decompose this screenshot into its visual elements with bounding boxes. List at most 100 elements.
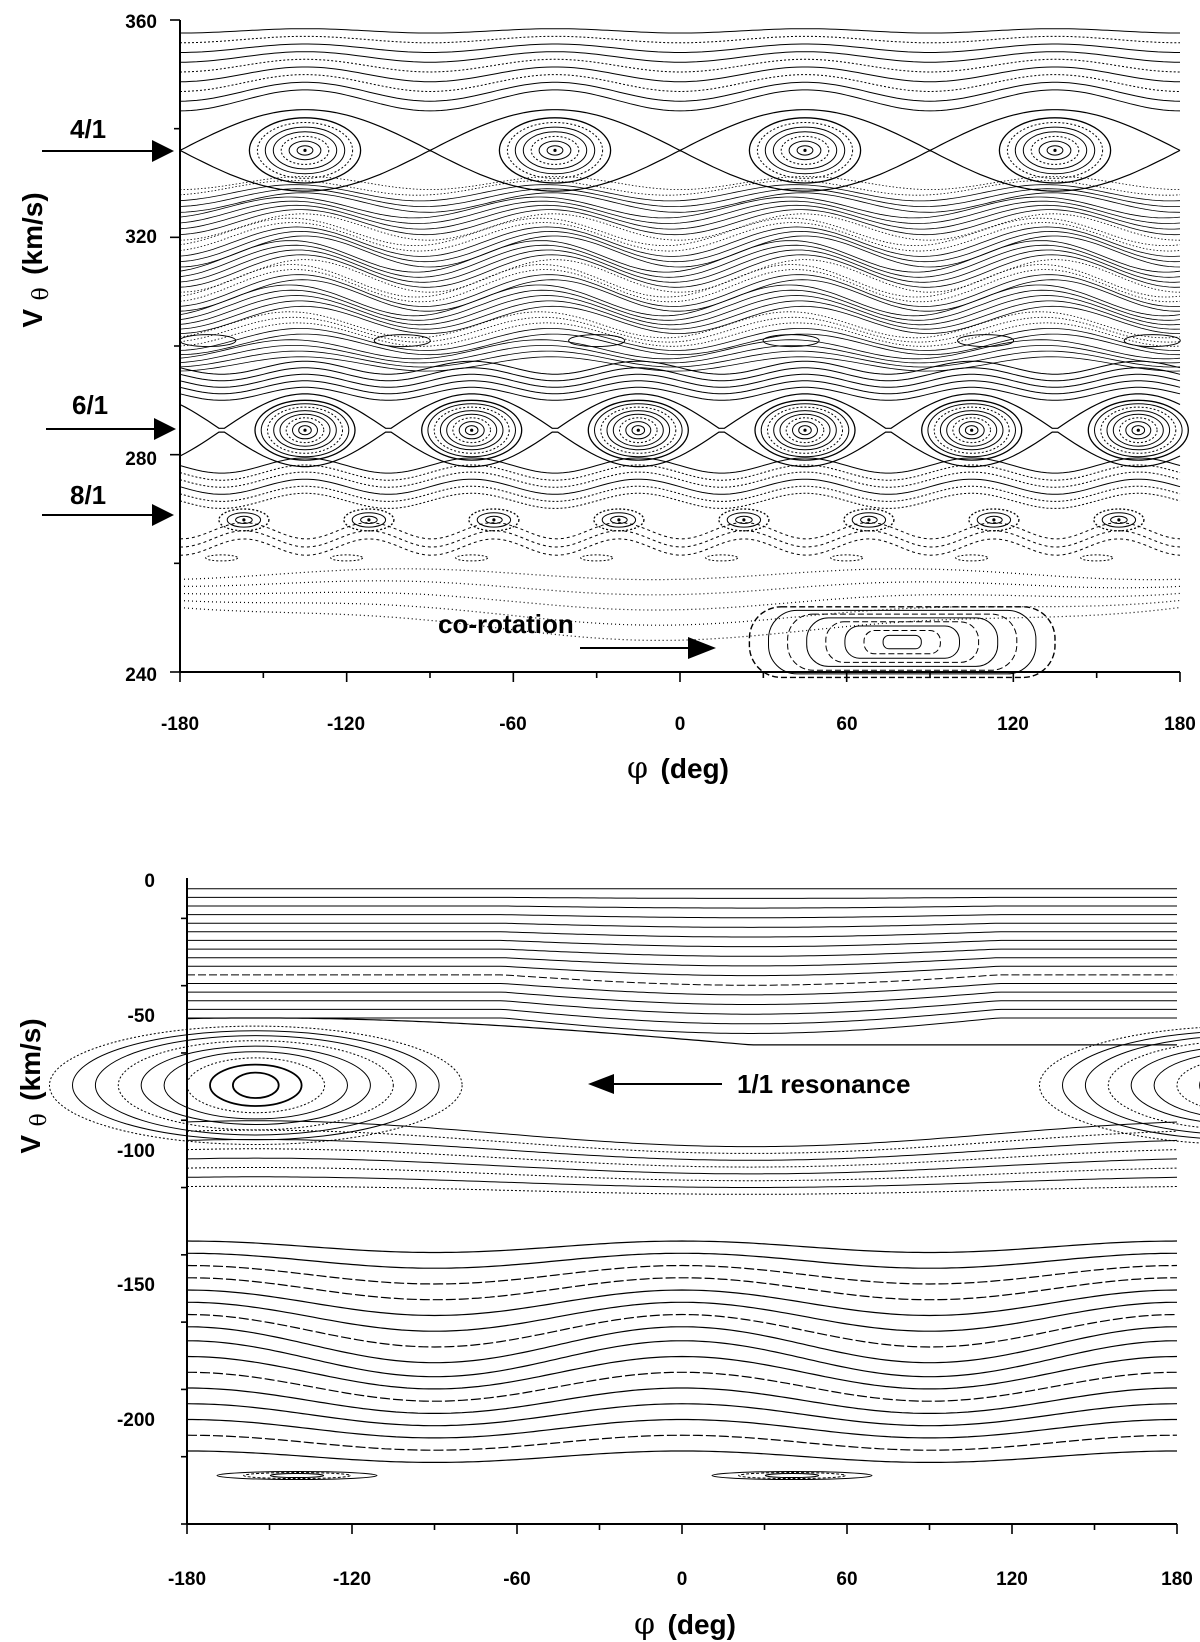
upper-separatrix-4-1 <box>179 149 1181 192</box>
upper-xtick-label: 180 <box>1164 714 1196 735</box>
lower-1-1-island-orbit <box>209 1063 303 1107</box>
lower-bottom-island <box>764 1473 820 1479</box>
upper-chaotic-orbit <box>179 188 1181 208</box>
upper-8-1-island-orbit <box>1093 508 1145 532</box>
upper-4-1-island-orbit <box>788 140 822 161</box>
upper-chaotic-sea <box>179 607 1181 641</box>
upper-small-island <box>568 334 626 348</box>
arrow-co-rotation <box>580 637 716 659</box>
upper-chaotic-orbit <box>179 316 1181 343</box>
lower-xtick-label: 0 <box>677 1569 688 1590</box>
lower-1-1-island-orbit <box>1176 1064 1200 1107</box>
upper-chaotic-orbit <box>179 254 1181 288</box>
upper-4-1-island-orbit <box>264 126 346 175</box>
upper-chaotic-sea <box>179 599 1181 626</box>
upper-panel-axes <box>170 19 1181 682</box>
upper-chaotic-orbit <box>179 180 1181 196</box>
upper-8-1-island-orbit <box>985 515 1003 525</box>
upper-4-1-island-orbit <box>272 131 338 170</box>
upper-small-island <box>830 554 864 562</box>
upper-separatrix-6-1 <box>179 431 1181 468</box>
upper-4-1-island-orbit <box>998 117 1112 184</box>
lower-rotational-orbit <box>187 896 1177 899</box>
upper-small-island <box>330 554 364 562</box>
upper-4-1-island-orbit <box>772 131 838 170</box>
upper-xtick-label: 120 <box>997 714 1029 735</box>
upper-6-1-island-orbit <box>1131 425 1146 436</box>
lower-1-1-island-orbit <box>1084 1037 1200 1134</box>
upper-6-1-island-orbit <box>273 410 337 451</box>
upper-8-1-island-orbit <box>360 515 378 525</box>
upper-chaotic-orbit <box>179 322 1181 347</box>
upper-rotational-orbit <box>179 457 1181 474</box>
upper-6-1-island-orbit <box>1125 421 1152 440</box>
annotation-co-rotation: co-rotation <box>438 609 574 639</box>
upper-6-1-island-orbit <box>606 410 671 451</box>
upper-6-1-island-orbit <box>631 425 646 436</box>
upper-8-1-island-orbit <box>485 515 503 525</box>
upper-4-1-island-orbit <box>780 135 830 165</box>
lower-rotational-orbit <box>187 1418 1177 1439</box>
upper-8-1-island-orbit <box>610 515 628 525</box>
arrow-4-1 <box>42 140 174 162</box>
lower-rotational-orbit <box>187 948 1177 957</box>
lower-xtick-label: -60 <box>503 1569 530 1590</box>
lower-rotational-orbit <box>186 1355 1178 1390</box>
upper-chaotic-orbit <box>179 230 1181 263</box>
upper-4-1-island-orbit <box>256 121 354 179</box>
upper-rotational-orbit <box>179 373 1181 388</box>
lower-1-1-island-orbit <box>1130 1048 1200 1122</box>
upper-chaotic-orbit <box>179 328 1181 351</box>
upper-4-1-island-center <box>803 148 807 152</box>
upper-ytick-label: 320 <box>125 227 157 248</box>
upper-6-1-island-center <box>1136 428 1140 432</box>
upper-8-1-island-orbit <box>1101 512 1137 528</box>
upper-6-1-island-orbit <box>933 406 1010 454</box>
lower-rotational-orbit <box>187 939 1177 948</box>
upper-6-1-island-orbit <box>587 399 689 461</box>
upper-6-1-island-orbit <box>754 399 856 461</box>
upper-8-1-island-orbit <box>735 515 753 525</box>
upper-4-1-island-center <box>553 148 557 152</box>
upper-rotational-orbit <box>179 360 1181 375</box>
upper-rotational-orbit <box>179 522 1181 540</box>
upper-chaotic-sea <box>180 580 1181 596</box>
lower-rotational-orbit <box>186 1129 1178 1154</box>
upper-4-1-island-orbit <box>280 135 330 165</box>
upper-separatrix-4-1 <box>179 109 1181 152</box>
upper-ytick-label: 360 <box>125 12 157 33</box>
upper-4-1-island-orbit <box>522 131 588 170</box>
upper-chaotic-orbit <box>179 240 1181 273</box>
upper-6-1-island-orbit <box>260 403 350 458</box>
lower-1-1-island-orbit <box>94 1035 417 1136</box>
lower-1-1-island-orbit <box>49 1025 463 1146</box>
upper-chaotic-orbit <box>179 222 1181 252</box>
lower-separatrix-upper <box>186 1017 1177 1046</box>
upper-chaotic-orbit <box>179 196 1181 219</box>
upper-8-1-island-orbit <box>351 512 387 528</box>
lower-1-1-island-orbit <box>1107 1042 1200 1128</box>
upper-4-1-island-orbit <box>764 126 846 175</box>
lower-rotational-orbit <box>187 905 1177 909</box>
upper-6-1-island-orbit <box>927 403 1017 458</box>
upper-8-1-island-orbit <box>226 512 262 528</box>
upper-xtick-label: 0 <box>675 714 686 735</box>
lower-bottom-island <box>711 1471 873 1481</box>
upper-small-island <box>705 554 739 562</box>
upper-chaotic-orbit <box>179 295 1181 326</box>
upper-chaotic-orbit <box>179 184 1181 202</box>
upper-rotational-orbit <box>179 386 1181 401</box>
upper-6-1-island-orbit <box>452 417 492 444</box>
upper-rotational-orbit <box>179 89 1181 112</box>
upper-xaxis-unit: (deg) <box>661 753 729 784</box>
upper-6-1-island-orbit <box>421 399 523 461</box>
upper-6-1-island-orbit <box>958 421 985 440</box>
arrow-8-1 <box>42 504 174 526</box>
upper-yaxis-v: V <box>17 309 48 328</box>
upper-8-1-island-center <box>617 518 621 522</box>
upper-4-1-island-orbit <box>288 140 322 161</box>
upper-chaotic-orbit <box>179 192 1181 213</box>
upper-6-1-island-orbit <box>1100 406 1177 454</box>
lower-rotational-orbit <box>187 957 1177 967</box>
upper-chaotic-orbit <box>179 289 1181 321</box>
